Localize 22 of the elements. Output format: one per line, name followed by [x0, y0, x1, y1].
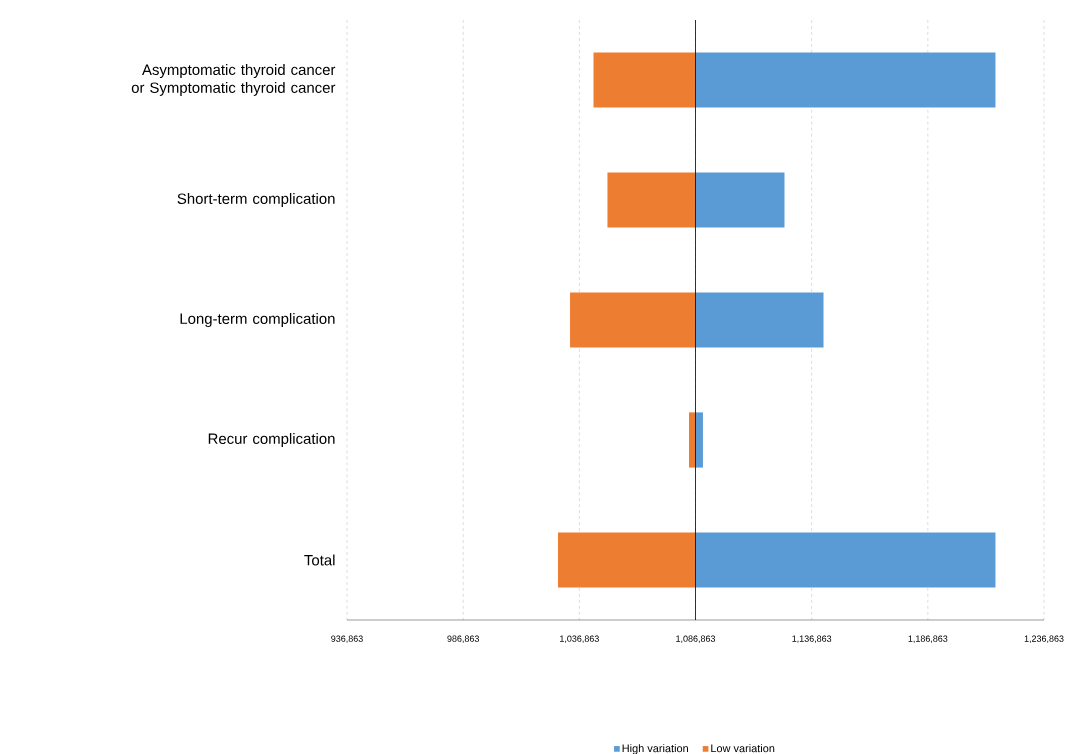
bar: [695, 172, 785, 228]
x-tick-label: 936,863: [331, 635, 363, 643]
bar: [607, 172, 696, 228]
x-tick-label: 1,236,863: [1024, 635, 1064, 643]
bar: [570, 292, 696, 348]
bar: [557, 532, 696, 588]
legend-label: High variation: [622, 744, 688, 754]
x-tick-label: 1,086,863: [676, 635, 716, 643]
x-tick-label: 1,036,863: [560, 635, 599, 643]
bar: [695, 52, 996, 108]
y-tick-label: Asymptomatic thyroid cancer or Symptomatic thyroid cancer: [131, 64, 336, 96]
bar: [695, 532, 996, 588]
y-tick-label: Recur complication: [208, 433, 335, 447]
legend-label: Low variation: [711, 744, 775, 753]
bar: [695, 292, 824, 348]
x-tick-label: 1,186,863: [908, 635, 948, 643]
y-tick-label: Total: [304, 554, 335, 566]
y-tick-label: Short-term complication: [177, 193, 335, 207]
bar: [593, 52, 696, 108]
x-tick-label: 986,863: [447, 635, 479, 643]
x-tick-label: 1,136,863: [792, 635, 832, 643]
y-tick-label: Long-term complication: [180, 313, 335, 327]
